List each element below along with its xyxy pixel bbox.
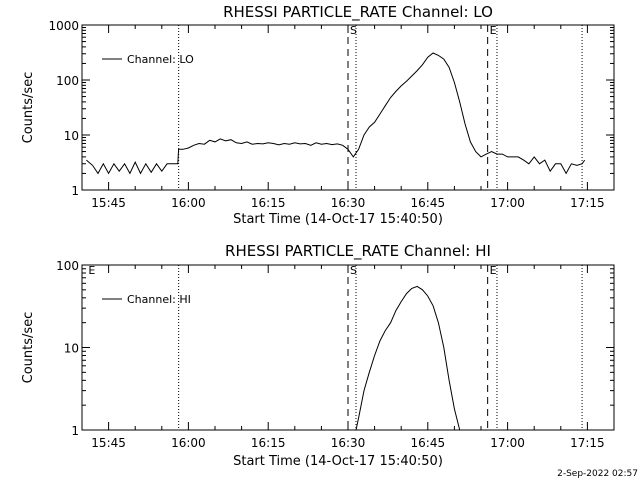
date-stamp: 2-Sep-2022 02:57 — [557, 469, 638, 479]
x-tick-label: 15:45 — [91, 436, 126, 450]
x-tick-label: 16:45 — [411, 196, 446, 210]
chart-panel-lo: RHESSI PARTICLE_RATE Channel: LO 15:45 16:… — [21, 3, 615, 227]
chart-title: RHESSI PARTICLE_RATE Channel: LO — [223, 3, 493, 22]
y-axis-label: Counts/sec — [21, 72, 36, 144]
x-axis-label: Start Time (14-Oct-17 15:40:50) — [233, 454, 443, 469]
y-axis-label: Counts/sec — [21, 312, 36, 384]
y-tick-label: 10 — [64, 129, 79, 143]
x-tick-label: 16:30 — [331, 196, 366, 210]
y-tick-label: 100 — [56, 74, 79, 88]
x-tick-label: 16:00 — [171, 436, 206, 450]
x-tick-label: 17:15 — [570, 196, 605, 210]
x-tick-label: 16:30 — [331, 436, 366, 450]
x-tick-label: 16:45 — [411, 436, 446, 450]
x-tick-label: 16:15 — [251, 436, 286, 450]
series-line-0 — [86, 52, 586, 175]
x-tick-label: 17:15 — [570, 436, 605, 450]
y-tick-label: 1 — [71, 184, 79, 198]
event-marker-label: E — [490, 264, 497, 277]
event-marker-label: S — [350, 264, 357, 277]
event-marker-label: E — [88, 264, 95, 277]
y-tick-label: 10 — [64, 342, 79, 356]
series-line-0 — [355, 285, 461, 430]
legend-label: Channel: HI — [127, 293, 191, 306]
x-tick-label: 15:45 — [91, 196, 126, 210]
event-marker-label: E — [490, 24, 497, 37]
chart-title: RHESSI PARTICLE_RATE Channel: HI — [225, 242, 491, 261]
x-tick-label: 16:00 — [171, 196, 206, 210]
chart-panel-hi: RHESSI PARTICLE_RATE Channel: HI 15:45 16:… — [21, 242, 615, 469]
y-tick-label: 1000 — [48, 19, 79, 33]
y-tick-label: 100 — [56, 259, 79, 273]
x-tick-label: 16:15 — [251, 196, 286, 210]
legend-label: Channel: LO — [127, 53, 194, 66]
event-marker-label: S — [350, 24, 357, 37]
x-tick-label: 17:00 — [490, 196, 525, 210]
x-tick-label: 17:00 — [490, 436, 525, 450]
x-axis-label: Start Time (14-Oct-17 15:40:50) — [233, 212, 443, 227]
y-tick-label: 1 — [71, 424, 79, 438]
